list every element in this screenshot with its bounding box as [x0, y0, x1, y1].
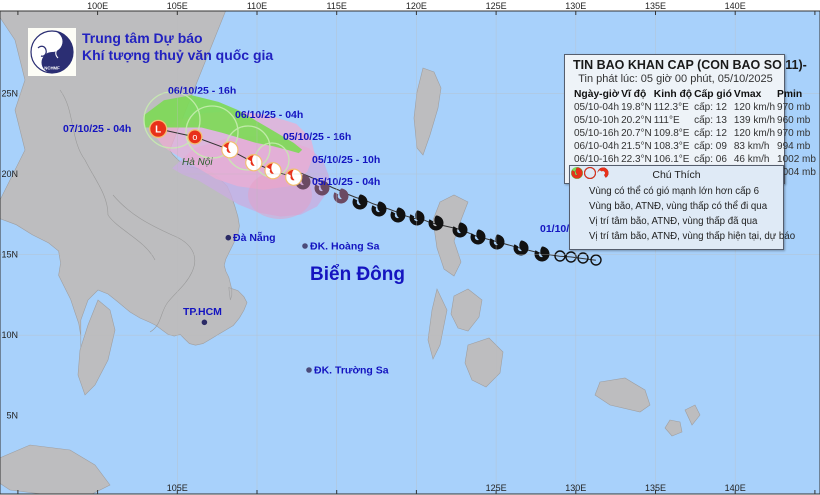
svg-text:Biển Đông: Biển Đông — [310, 264, 405, 285]
svg-text:120E: 120E — [406, 1, 427, 11]
svg-text:06/10/25 - 04h: 06/10/25 - 04h — [235, 109, 303, 121]
svg-text:135E: 135E — [645, 483, 666, 493]
svg-text:05/10/25 - 10h: 05/10/25 - 10h — [312, 154, 380, 166]
svg-text:ĐK. Trường Sa: ĐK. Trường Sa — [314, 365, 389, 377]
svg-text:15N: 15N — [1, 250, 18, 260]
svg-text:115E: 115E — [327, 1, 347, 11]
svg-text:Hà Nội: Hà Nội — [182, 157, 213, 168]
svg-text:NCHMF: NCHMF — [44, 66, 60, 71]
svg-text:TP.HCM: TP.HCM — [183, 306, 222, 318]
svg-text:135E: 135E — [645, 1, 666, 11]
svg-text:5N: 5N — [6, 411, 18, 421]
svg-text:130E: 130E — [565, 1, 586, 11]
svg-text:07/10/25 - 04h: 07/10/25 - 04h — [63, 123, 131, 135]
svg-text:125E: 125E — [486, 1, 507, 11]
svg-text:06/10/25 - 16h: 06/10/25 - 16h — [168, 85, 236, 97]
svg-text:20N: 20N — [1, 169, 18, 179]
svg-text:05/10/25 - 16h: 05/10/25 - 16h — [283, 131, 351, 143]
svg-text:10N: 10N — [1, 330, 18, 340]
svg-text:o: o — [192, 132, 197, 142]
svg-text:Đà Nẵng: Đà Nẵng — [233, 231, 276, 244]
svg-text:105E: 105E — [167, 483, 188, 493]
svg-text:L: L — [155, 125, 161, 136]
svg-text:25N: 25N — [1, 89, 18, 99]
svg-text:100E: 100E — [87, 1, 108, 11]
svg-text:140E: 140E — [725, 1, 746, 11]
svg-text:125E: 125E — [486, 483, 507, 493]
svg-text:110E: 110E — [247, 1, 267, 11]
svg-text:140E: 140E — [725, 483, 746, 493]
svg-text:05/10/25 - 04h: 05/10/25 - 04h — [312, 176, 380, 188]
svg-text:ĐK. Hoàng Sa: ĐK. Hoàng Sa — [310, 241, 380, 253]
svg-text:105E: 105E — [167, 1, 188, 11]
svg-text:130E: 130E — [565, 483, 586, 493]
